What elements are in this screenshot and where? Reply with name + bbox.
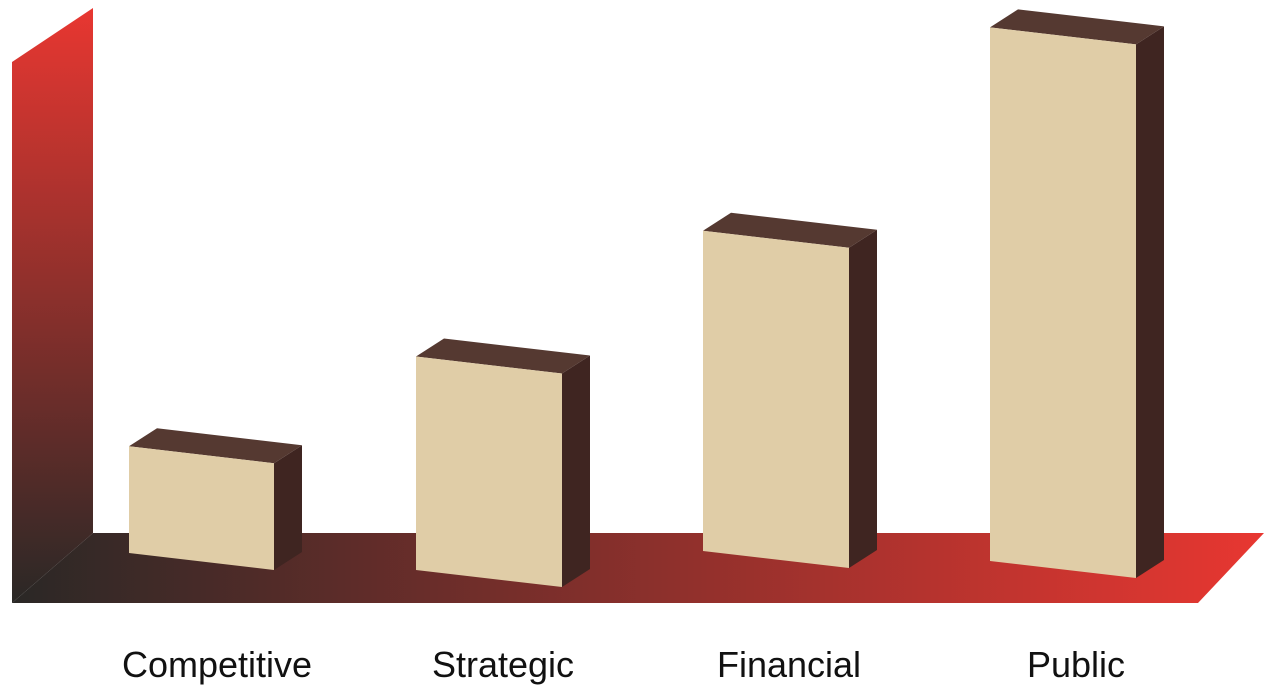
category-label-strategic: Strategic bbox=[432, 644, 574, 685]
bar-front-strategic bbox=[416, 356, 562, 587]
bars-group bbox=[129, 9, 1164, 587]
bar-financial bbox=[703, 212, 877, 569]
bar-side-public bbox=[1136, 26, 1164, 579]
y-axis-wall bbox=[12, 8, 93, 603]
bar-side-competitive bbox=[274, 445, 302, 570]
category-label-competitive: Competitive bbox=[122, 644, 312, 685]
bar-top-competitive bbox=[129, 428, 302, 464]
bar-top-public bbox=[990, 9, 1164, 45]
bar-top-strategic bbox=[416, 338, 590, 374]
bar-front-competitive bbox=[129, 446, 274, 570]
bar-front-financial bbox=[703, 230, 849, 569]
bar-top-financial bbox=[703, 212, 877, 248]
bar-side-financial bbox=[849, 229, 877, 569]
bar-strategic bbox=[416, 338, 590, 587]
bar-front-public bbox=[990, 27, 1136, 579]
bar-competitive bbox=[129, 428, 302, 570]
bar-public bbox=[990, 9, 1164, 579]
bar-side-strategic bbox=[562, 355, 590, 587]
category-labels: Competitive Strategic Financial Public bbox=[122, 644, 1125, 685]
x-axis-floor bbox=[12, 533, 1264, 603]
category-label-financial: Financial bbox=[717, 644, 861, 685]
category-label-public: Public bbox=[1027, 644, 1125, 685]
